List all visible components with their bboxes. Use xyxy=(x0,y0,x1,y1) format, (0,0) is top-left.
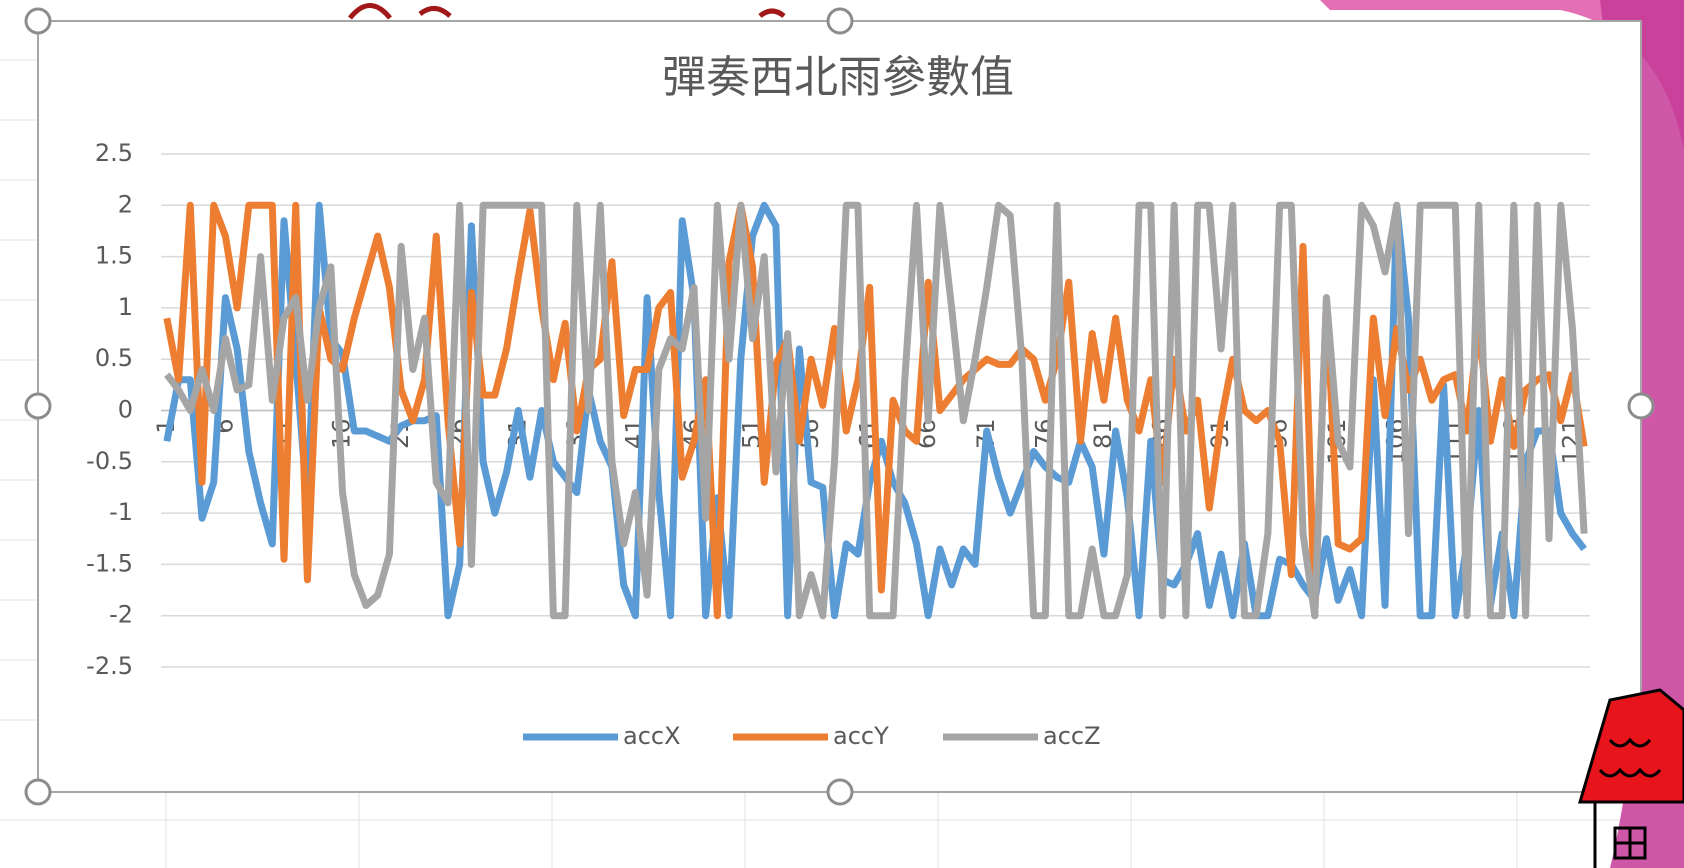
chart-title: 彈奏西北雨參數值 xyxy=(662,52,1014,103)
screenshot: 彈奏西北雨參數值 -2.5-2-1.5-1-0.500.511.522.5161… xyxy=(0,0,1684,868)
y-tick-label: -2.5 xyxy=(86,652,133,680)
y-tick-label: -1 xyxy=(109,498,133,526)
y-tick-label: -0.5 xyxy=(86,447,133,475)
legend-label: accY xyxy=(833,722,889,750)
y-tick-label: -2 xyxy=(109,601,133,629)
y-tick-label: 1.5 xyxy=(95,242,133,270)
y-tick-label: 2.5 xyxy=(95,139,133,167)
y-tick-label: -1.5 xyxy=(86,549,133,577)
y-tick-label: 0 xyxy=(118,396,133,424)
y-tick-label: 1 xyxy=(118,293,133,321)
page: {"chart_data": {"type": "line", "title":… xyxy=(0,0,1684,868)
y-tick-label: 0.5 xyxy=(95,344,133,372)
legend-label: accX xyxy=(623,722,681,750)
handwriting xyxy=(350,6,784,19)
legend-label: accZ xyxy=(1043,722,1101,750)
y-tick-label: 2 xyxy=(118,190,133,218)
